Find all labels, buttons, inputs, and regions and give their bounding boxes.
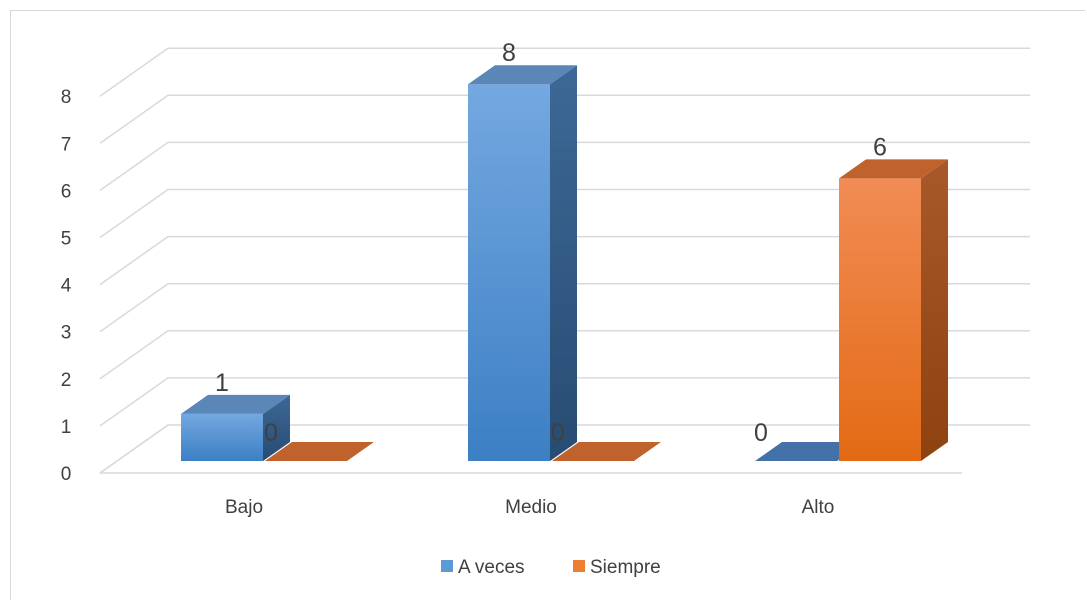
x-category-label: Medio	[505, 497, 557, 518]
bar-top	[181, 394, 290, 414]
bar-top	[839, 159, 948, 179]
chart-frame	[10, 10, 1085, 600]
gridline	[99, 282, 1030, 333]
gridlines	[99, 47, 1030, 474]
data-label: 1	[215, 369, 229, 397]
legend-label: Siempre	[590, 557, 661, 578]
data-labels: 1 0 8 0 0 6	[215, 39, 887, 447]
bar-side	[921, 159, 948, 461]
bar-medio-a-veces	[468, 65, 577, 461]
bars	[181, 65, 948, 461]
y-tick-label: 3	[61, 323, 72, 344]
y-tick-label: 4	[61, 276, 72, 297]
bar-flat	[265, 442, 374, 461]
bar-front	[468, 84, 550, 461]
data-label: 0	[264, 419, 278, 447]
data-label: 8	[502, 39, 516, 67]
y-tick-label: 0	[61, 464, 72, 485]
gridline	[99, 235, 1030, 286]
bar-bajo-siempre	[265, 442, 374, 461]
bar-front	[181, 413, 263, 461]
data-label: 0	[551, 419, 565, 447]
bar-side	[263, 394, 290, 461]
bar-flat	[755, 442, 864, 461]
y-tick-label: 5	[61, 229, 72, 250]
bar-bajo-a-veces	[181, 394, 290, 461]
y-tick-label: 6	[61, 181, 72, 202]
legend-swatch	[441, 560, 453, 572]
y-axis: 0 1 2 3 4 5 6 7 8	[61, 87, 72, 485]
data-label: 0	[754, 419, 768, 447]
legend: A veces Siempre	[441, 557, 661, 578]
gridline	[99, 424, 1030, 474]
gridline	[99, 188, 1030, 239]
bar-alto-siempre	[839, 159, 948, 461]
y-tick-label: 2	[61, 370, 72, 391]
x-category-label: Alto	[802, 497, 835, 518]
y-tick-label: 7	[61, 134, 72, 155]
bar-top	[468, 65, 577, 85]
gridline	[99, 141, 1030, 192]
legend-label: A veces	[458, 557, 525, 578]
x-category-label: Bajo	[225, 497, 263, 518]
legend-swatch	[573, 560, 585, 572]
legend-item-a-veces[interactable]: A veces	[441, 557, 525, 578]
gridline	[99, 94, 1030, 144]
data-label: 6	[873, 133, 887, 161]
gridline	[99, 47, 1030, 97]
legend-item-siempre[interactable]: Siempre	[573, 557, 661, 578]
y-tick-label: 8	[61, 87, 72, 108]
bar-flat	[552, 442, 661, 461]
bar-medio-siempre	[552, 442, 661, 461]
gridline	[99, 377, 1030, 427]
bar-alto-a-veces	[755, 442, 864, 461]
bar-side	[550, 65, 577, 461]
x-axis: Bajo Medio Alto	[225, 497, 834, 518]
y-tick-label: 1	[61, 417, 72, 438]
gridline	[99, 330, 1030, 380]
bar-front	[839, 178, 921, 461]
